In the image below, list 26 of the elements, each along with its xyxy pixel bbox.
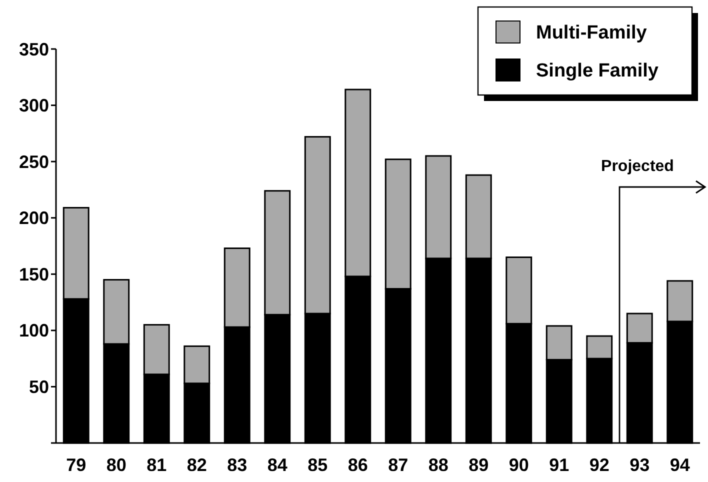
y-tick-label: 100	[18, 320, 49, 341]
x-tick-label: 82	[186, 455, 207, 475]
x-tick-label: 86	[348, 455, 368, 475]
x-tick-label: 85	[308, 455, 328, 475]
y-tick-label: 250	[18, 152, 49, 172]
x-tick-label: 91	[549, 455, 570, 475]
y-tick-label: 350	[18, 39, 49, 60]
x-tick-label: 81	[146, 455, 167, 475]
x-tick-label: 87	[388, 455, 408, 475]
y-tick-label: 150	[18, 264, 49, 284]
x-tick-label: 94	[670, 455, 690, 475]
x-tick-label: 90	[508, 455, 529, 475]
x-tick-label: 92	[589, 455, 610, 475]
y-tick-label: 300	[18, 96, 49, 116]
x-tick-label: 83	[227, 455, 248, 475]
legend-label: Single Family	[536, 60, 659, 82]
x-tick-label: 84	[267, 455, 288, 475]
x-tick-label: 88	[428, 455, 448, 475]
y-tick-label: 200	[18, 208, 49, 228]
legend-label: Multi-Family	[536, 22, 648, 44]
x-tick-label: 80	[106, 455, 126, 475]
ref-line-label: Projected	[601, 158, 674, 175]
x-tick-label: 89	[468, 455, 489, 475]
y-tick-label: 50	[28, 377, 49, 398]
x-tick-label: 93	[630, 455, 650, 475]
x-tick-label: 79	[66, 455, 86, 475]
